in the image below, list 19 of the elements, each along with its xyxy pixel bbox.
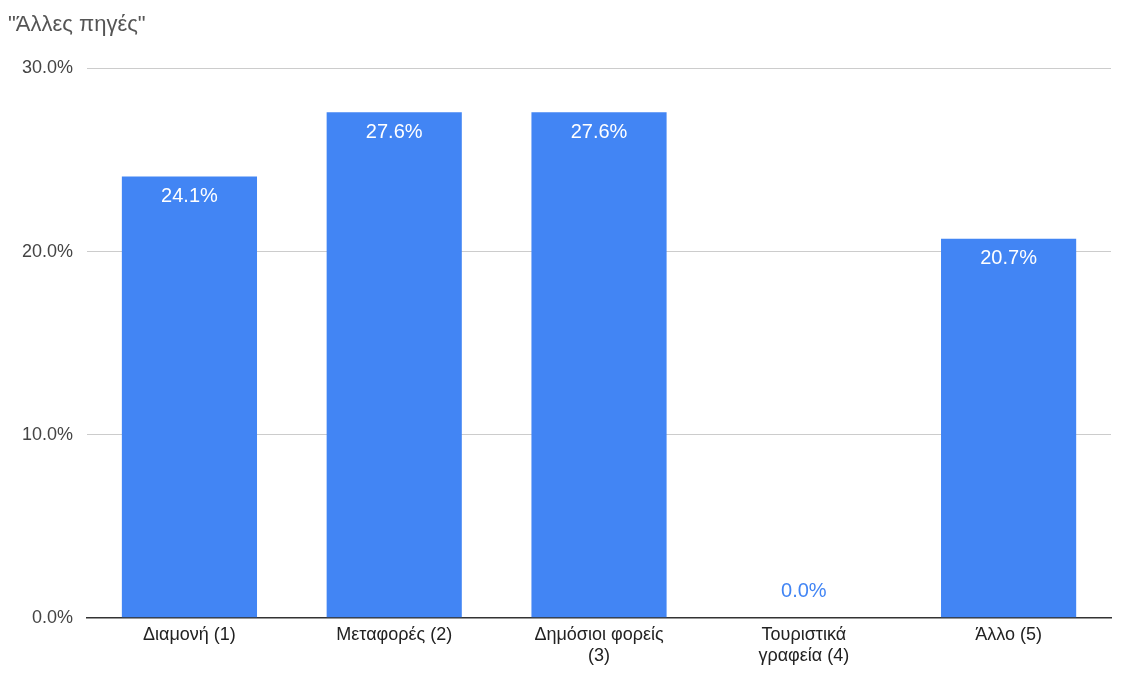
- x-tick-label: Μεταφορές (2): [336, 623, 453, 644]
- y-tick-label: 10.0%: [21, 423, 74, 444]
- y-tick-label: 20.0%: [21, 240, 74, 261]
- x-tick-label: Άλλο (5): [975, 623, 1042, 644]
- data-label: 20.7%: [980, 246, 1038, 269]
- bar: [531, 112, 667, 618]
- data-label: 0.0%: [781, 579, 827, 602]
- chart-title: "Άλλες πηγές": [8, 11, 146, 37]
- data-label: 27.6%: [570, 119, 628, 142]
- y-tick-label: 0.0%: [32, 606, 74, 627]
- data-label: 27.6%: [365, 119, 423, 142]
- bar: [121, 176, 258, 618]
- x-tick-label: Δημόσιοι φορείς (3): [534, 623, 664, 666]
- x-tick-label: Διαμονή (1): [143, 623, 236, 644]
- data-label: 24.1%: [161, 183, 218, 206]
- bar: [326, 112, 462, 618]
- y-tick-label: 30.0%: [21, 57, 74, 78]
- bar: [941, 238, 1077, 618]
- x-tick-label: Τουριστικά γραφεία (4): [758, 623, 850, 666]
